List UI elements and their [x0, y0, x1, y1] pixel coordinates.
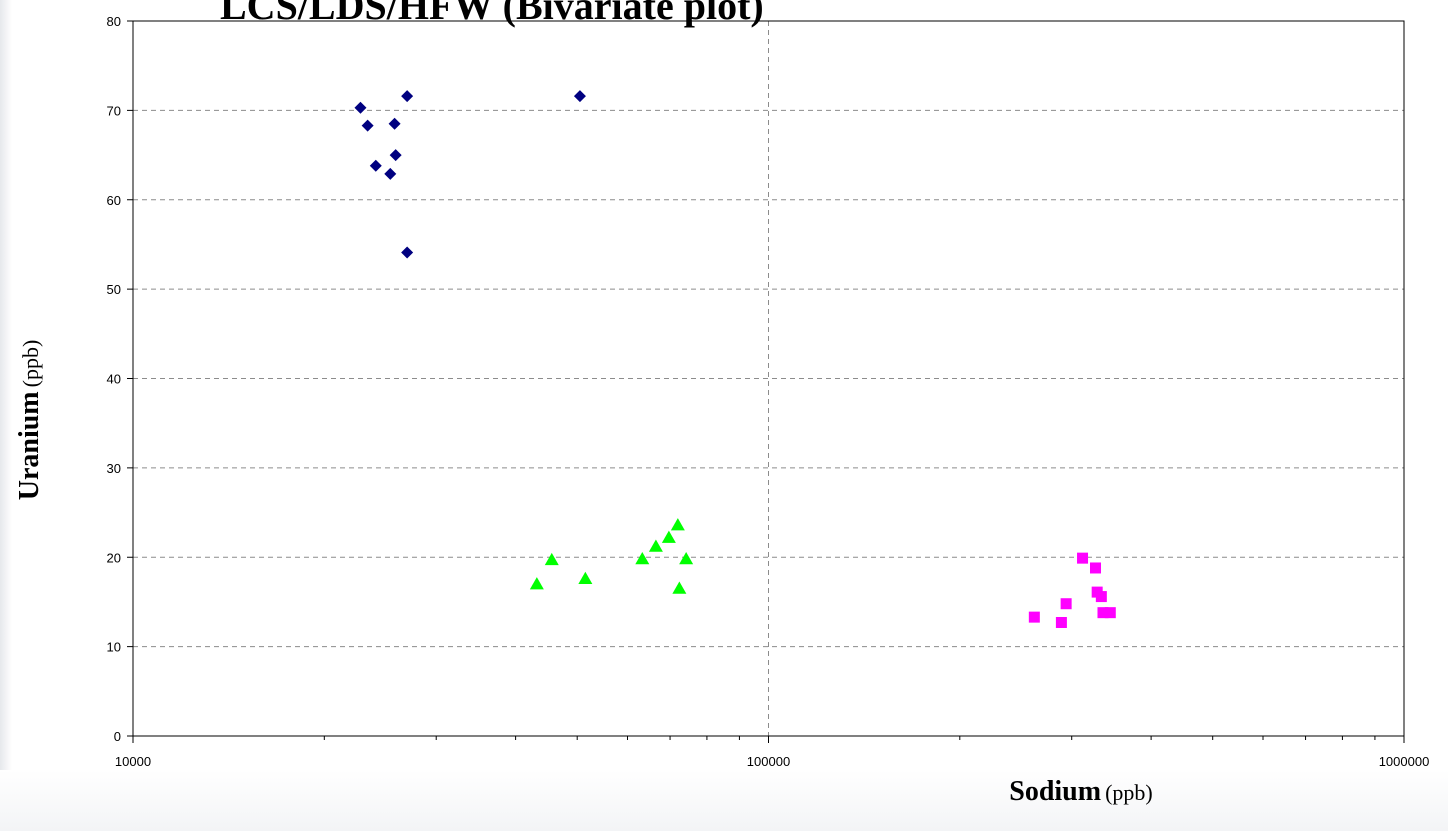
data-points — [354, 90, 1116, 628]
x-axis-label-main: Sodium — [1009, 776, 1102, 807]
diamond-point — [388, 117, 401, 130]
triangle-point — [544, 552, 559, 566]
left-edge-shade — [0, 0, 12, 831]
diamond-point — [361, 119, 374, 132]
diamond-point — [401, 246, 414, 259]
triangle-point — [578, 571, 593, 584]
triangle-point — [648, 539, 663, 552]
y-tick-label: 50 — [107, 282, 121, 297]
triangle-point — [670, 518, 685, 531]
y-tick-label: 20 — [107, 550, 121, 565]
square-point — [1104, 607, 1116, 619]
y-tick-label: 60 — [107, 193, 121, 208]
y-tick-label: 10 — [107, 640, 121, 655]
chart-title: LCS/LDS/HFW (Bivariate plot) — [220, 0, 764, 28]
x-tick-label: 100000 — [747, 754, 790, 769]
x-axis-label-unit: (ppb) — [1105, 780, 1153, 805]
square-point — [1055, 616, 1067, 628]
square-point — [1097, 607, 1109, 619]
tick-labels: 0 10 20 30 40 50 60 70 80 10000 100000 1000000 — [107, 14, 1430, 769]
y-tick-label: 30 — [107, 461, 121, 476]
y-axis-label-main: Uranium — [14, 391, 45, 501]
y-tick-label: 0 — [114, 729, 121, 744]
y-tick-label: 70 — [107, 103, 121, 118]
diamond-point — [354, 101, 367, 114]
square-point — [1095, 591, 1107, 603]
square-point — [1028, 611, 1040, 623]
triangle-point — [661, 530, 676, 543]
triangle-point — [672, 581, 687, 594]
diamond-point — [384, 167, 397, 180]
y-axis-label-unit: (ppb) — [18, 339, 43, 388]
diamond-point — [401, 90, 414, 103]
x-tick-label: 10000 — [115, 754, 151, 769]
triangle-point — [635, 552, 650, 565]
square-point — [1077, 552, 1089, 564]
tick-marks — [127, 20, 1405, 743]
diamond-point — [369, 159, 382, 172]
square-point — [1089, 562, 1101, 574]
square-point — [1060, 598, 1072, 610]
triangle-point — [529, 577, 544, 590]
y-tick-label: 80 — [107, 14, 121, 29]
y-tick-label: 40 — [107, 372, 121, 387]
x-axis-label: Sodium (ppb) — [1009, 776, 1152, 808]
triangle-point — [679, 552, 694, 565]
x-tick-label: 1000000 — [1379, 754, 1430, 769]
bottom-edge-shade — [0, 770, 1448, 831]
diamond-point — [389, 149, 402, 162]
diamond-point — [573, 90, 586, 103]
grid-lines — [133, 21, 1404, 736]
y-axis-label: Uranium (ppb) — [14, 340, 46, 501]
